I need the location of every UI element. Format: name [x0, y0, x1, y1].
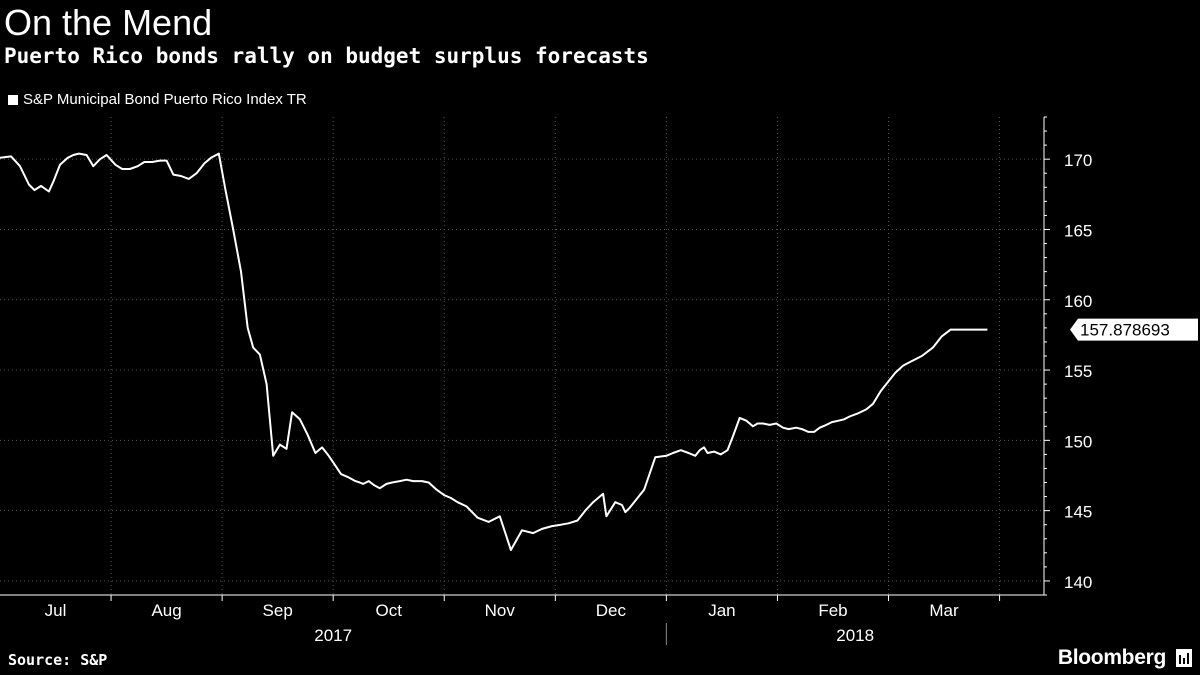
- year-label: 2017: [314, 626, 352, 645]
- y-tick-label: 140: [1064, 573, 1092, 592]
- legend: S&P Municipal Bond Puerto Rico Index TR: [8, 91, 307, 108]
- series-line: [0, 152, 988, 551]
- x-tick-label: Aug: [151, 601, 181, 620]
- bloomberg-terminal-icon: [1176, 649, 1192, 667]
- y-tick-label: 170: [1064, 151, 1092, 170]
- last-value-label: 157.878693: [1080, 321, 1170, 340]
- source-note: Source: S&P: [8, 651, 108, 669]
- x-tick-label: Jan: [708, 601, 735, 620]
- legend-swatch: [8, 94, 18, 105]
- x-tick-label: Dec: [596, 601, 627, 620]
- year-label: 2018: [836, 626, 874, 645]
- chart-title: On the Mend: [4, 2, 213, 43]
- y-tick-label: 160: [1064, 292, 1092, 311]
- x-tick-label: Feb: [818, 601, 847, 620]
- legend-label: S&P Municipal Bond Puerto Rico Index TR: [23, 91, 307, 108]
- last-value-callout: 157.878693: [1070, 318, 1198, 341]
- x-tick-label: Nov: [485, 601, 516, 620]
- last-value-box: [1070, 318, 1198, 341]
- bloomberg-logo: Bloomberg: [1057, 646, 1166, 669]
- x-tick-label: Oct: [375, 601, 402, 620]
- x-tick-label: Mar: [929, 601, 959, 620]
- x-tick-label: Sep: [263, 601, 293, 620]
- x-tick-label: Jul: [45, 601, 67, 620]
- y-tick-label: 150: [1064, 432, 1092, 451]
- chart-subtitle: Puerto Rico bonds rally on budget surplu…: [4, 44, 649, 68]
- y-tick-label: 145: [1064, 503, 1092, 522]
- y-tick-label: 155: [1064, 362, 1092, 381]
- y-tick-label: 165: [1064, 221, 1092, 240]
